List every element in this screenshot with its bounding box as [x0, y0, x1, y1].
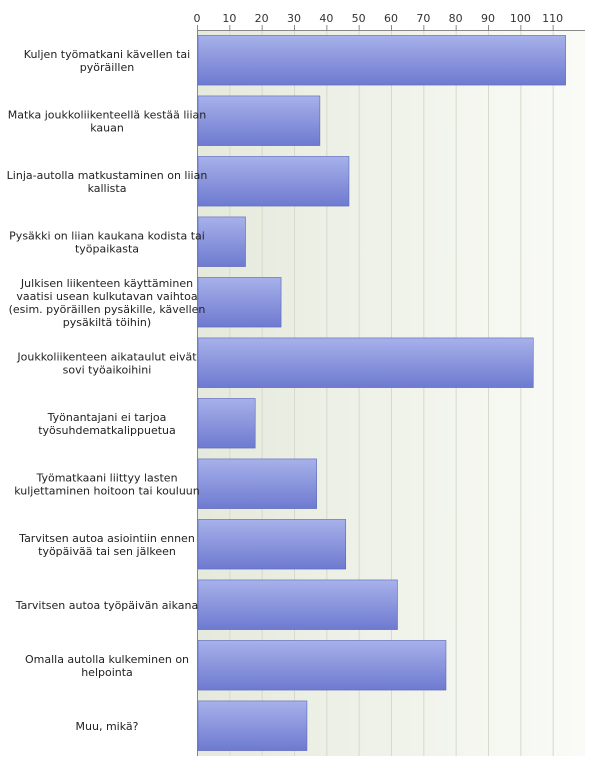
x-tick-label: 70	[416, 12, 430, 25]
category-label: Työnantajani ei tarjoa työsuhdematkalippu…	[38, 411, 176, 437]
bar	[197, 519, 347, 570]
x-tick-label: 40	[319, 12, 333, 25]
x-tick-label: 90	[481, 12, 495, 25]
bar	[197, 216, 246, 267]
x-tick-label: 100	[510, 12, 531, 25]
category-label: Työmatkaani liittyy lasten kuljettaminen …	[14, 471, 200, 497]
category-labels: Kuljen työmatkani kävellen tai pyöräillen…	[7, 48, 208, 733]
x-axis: 0 10 20 30 40 50 60 70 80 90 100 110	[194, 12, 585, 756]
x-tick-label: 30	[287, 12, 301, 25]
x-tick-label: 110	[542, 12, 563, 25]
category-label: Matka joukkoliikenteellä kestää liian kau…	[8, 108, 207, 134]
bar	[197, 156, 350, 207]
category-label: Tarvitsen autoa asiointiin ennen työpäivä…	[18, 532, 195, 558]
bar	[197, 458, 317, 509]
bars	[197, 35, 566, 751]
category-label: Kuljen työmatkani kävellen tai pyöräillen	[24, 48, 190, 74]
x-tick-label: 0	[194, 12, 201, 25]
gridlines	[229, 30, 554, 756]
x-tick-label: 50	[352, 12, 366, 25]
bar	[197, 337, 534, 388]
x-tick-label: 80	[449, 12, 463, 25]
x-tick-label: 20	[255, 12, 269, 25]
bar	[197, 35, 566, 86]
category-label: Tarvitsen autoa työpäivän aikana	[15, 599, 198, 612]
x-tick-label: 60	[384, 12, 398, 25]
category-label: Omalla autolla kulkeminen on helpointa	[25, 653, 189, 679]
bar	[197, 398, 256, 449]
category-label: Muu, mikä?	[76, 720, 139, 733]
category-label: Julkisen liikenteen käyttäminen vaatisi u…	[9, 277, 206, 329]
category-label: Pysäkki on liian kaukana kodista tai työp…	[9, 229, 205, 255]
bar	[197, 700, 308, 751]
category-label: Linja-autolla matkustaminen on liian kall…	[7, 169, 208, 195]
bar	[197, 277, 282, 328]
bar	[197, 579, 398, 630]
x-tick-label: 10	[222, 12, 236, 25]
bar	[197, 640, 447, 691]
bar	[197, 95, 321, 146]
category-label: Joukkoliikenteen aikataulut eivät sovi ty…	[16, 350, 197, 376]
